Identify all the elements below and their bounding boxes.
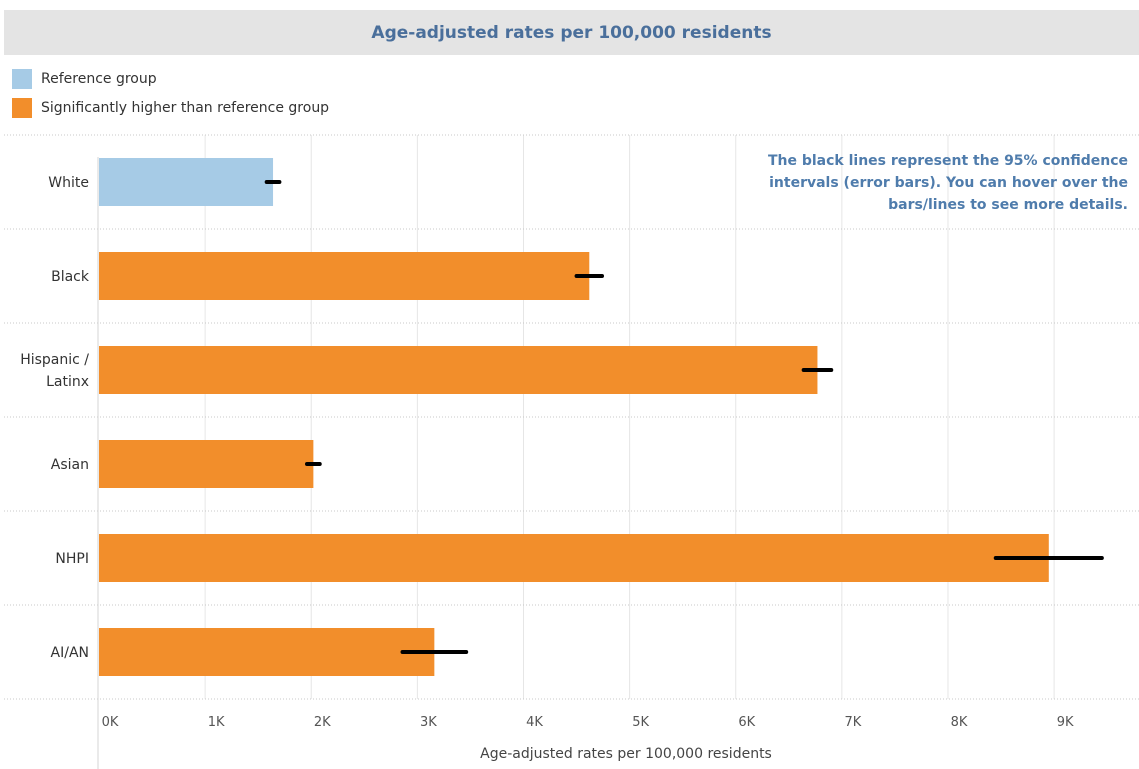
bar[interactable]: [99, 346, 818, 394]
category-label: White: [48, 175, 89, 191]
legend-swatch-reference: [12, 68, 32, 89]
bar[interactable]: [99, 252, 590, 300]
x-axis-label: Age-adjusted rates per 100,000 residents: [480, 746, 772, 762]
error-bar-note: The black lines represent the 95% confid…: [767, 153, 1128, 214]
x-tick-label: 8K: [951, 715, 968, 730]
x-tick-label: 2K: [314, 715, 331, 730]
chart-title: Age-adjusted rates per 100,000 residents: [4, 10, 1139, 55]
legend-label-higher: Significantly higher than reference grou…: [41, 99, 330, 116]
category-label: Asian: [51, 457, 89, 473]
x-tick-label: 1K: [208, 715, 225, 730]
legend-item-higher[interactable]: Significantly higher than reference grou…: [12, 93, 329, 122]
bar[interactable]: [99, 158, 274, 206]
category-label: Latinx: [46, 374, 89, 390]
x-tick-label: 3K: [420, 715, 437, 730]
category-label: NHPI: [55, 551, 89, 567]
x-tick-label: 9K: [1057, 715, 1074, 730]
legend-swatch-higher: [12, 97, 32, 118]
legend: Reference group Significantly higher tha…: [12, 64, 329, 122]
category-label: Hispanic /: [20, 352, 89, 368]
x-tick-label: 5K: [632, 715, 649, 730]
x-tick-label: 7K: [844, 715, 861, 730]
x-tick-label: 4K: [526, 715, 543, 730]
bar[interactable]: [99, 534, 1049, 582]
bar[interactable]: [99, 628, 435, 676]
legend-label-reference: Reference group: [41, 70, 157, 87]
legend-item-reference[interactable]: Reference group: [12, 64, 329, 93]
bar[interactable]: [99, 440, 314, 488]
category-label: AI/AN: [51, 645, 89, 661]
category-label: Black: [51, 269, 90, 285]
x-tick-label: 6K: [738, 715, 755, 730]
x-tick-label: 0K: [102, 715, 119, 730]
